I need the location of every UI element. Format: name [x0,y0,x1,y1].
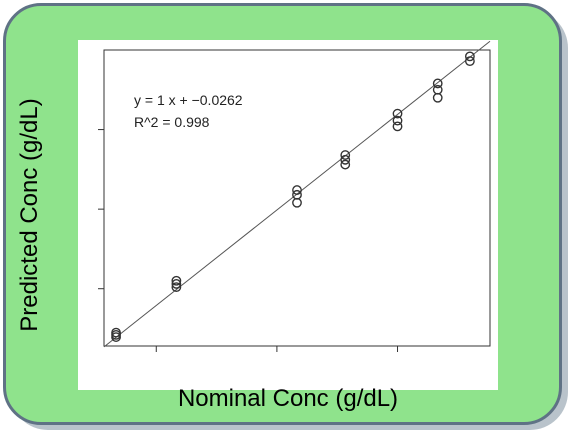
data-point [392,121,403,132]
y-axis-label-wrap: Predicted Conc (g/dL) [5,50,55,380]
data-point [171,279,182,289]
equation-annotation: y = 1 x + −0.0262 [134,92,243,108]
data-point [292,185,302,195]
scatter-chart: y = 1 x + −0.0262 R^2 = 0.998 [98,40,491,352]
data-point [392,108,403,119]
plot-box [103,49,491,347]
data-point [432,78,443,89]
data-point [340,154,351,165]
data-point [432,84,443,95]
r-squared-annotation: R^2 = 0.998 [134,114,210,130]
data-point [292,197,302,208]
plot-area: y = 1 x + −0.0262 R^2 = 0.998 [78,40,498,390]
data-point [340,159,351,170]
data-point [340,150,351,160]
data-point [111,327,121,338]
data-point [432,92,443,103]
data-point [464,51,475,62]
x-axis-label: Nominal Conc (g/dL) [177,385,399,412]
data-point [392,115,403,126]
data-point [464,56,475,67]
data-point [292,189,302,200]
data-point [171,275,182,286]
data-point [171,282,182,293]
y-axis-label: Predicted Conc (g/dL) [16,98,43,332]
